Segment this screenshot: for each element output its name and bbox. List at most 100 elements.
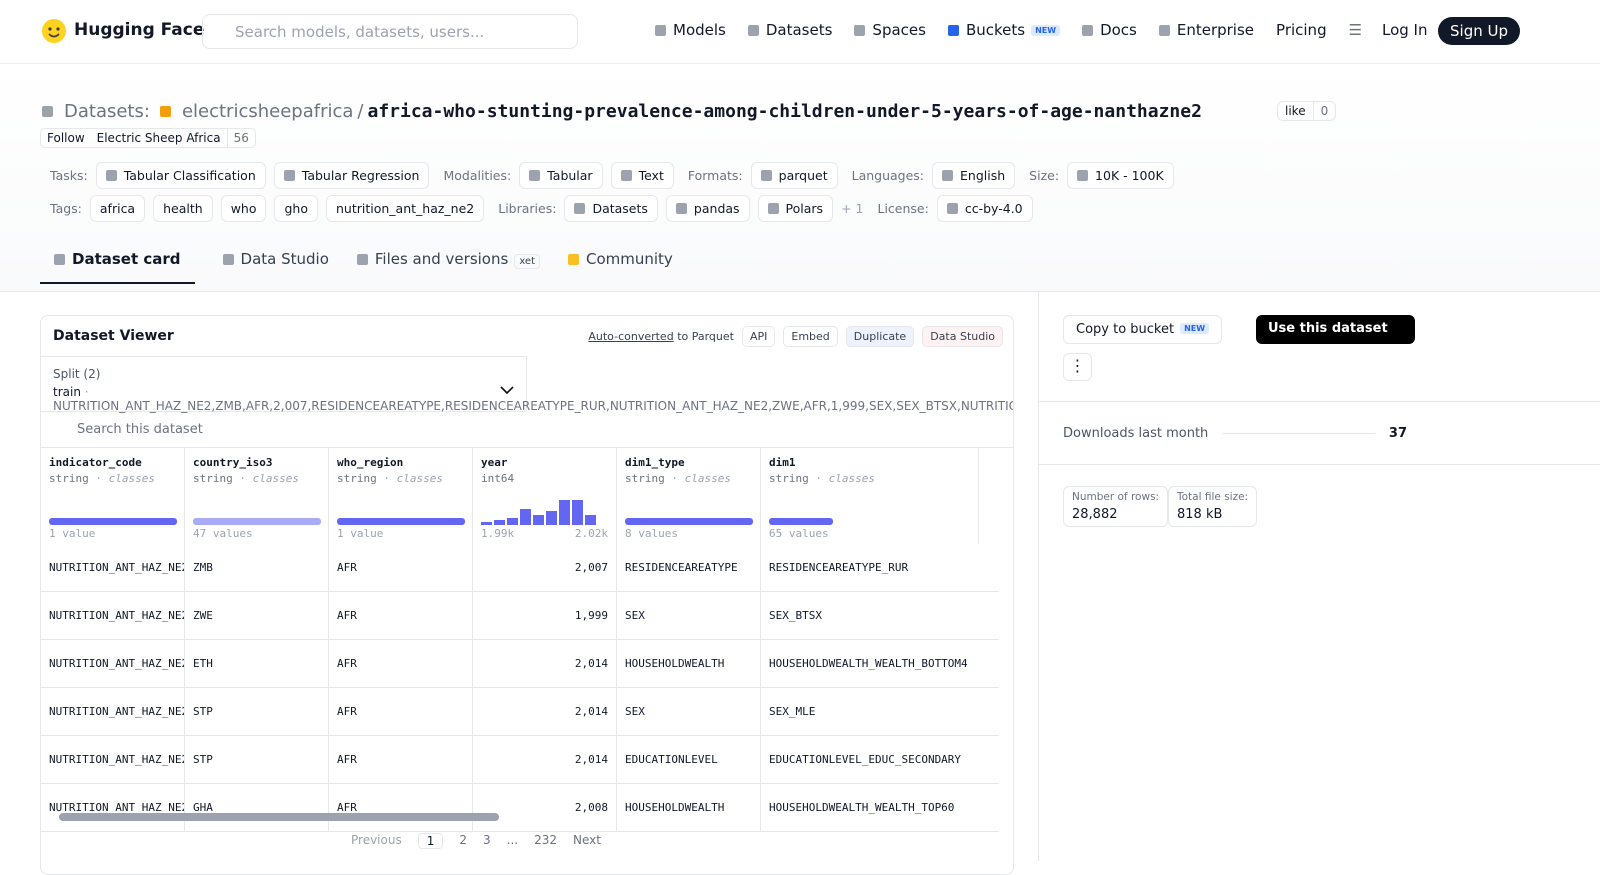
column-header[interactable]: who_region string · classes 1 value: [329, 448, 473, 544]
downloads-line: [1222, 433, 1375, 434]
nav-link[interactable]: Models: [655, 21, 726, 39]
column-header[interactable]: dim1_type string · classes 8 values: [617, 448, 761, 544]
meta-chip[interactable]: Tabular: [519, 162, 603, 189]
next[interactable]: Next: [573, 833, 601, 847]
viewer-search[interactable]: Search this dataset: [41, 412, 1013, 448]
size-stat: Total file size: 818 kB: [1168, 486, 1258, 527]
viewer-action[interactable]: Duplicate: [845, 326, 915, 347]
meta-chip[interactable]: pandas: [665, 195, 750, 222]
column-name: dim1: [769, 456, 796, 469]
meta-chip[interactable]: gho: [274, 195, 318, 222]
column-header[interactable]: indicator_code string · classes 1 value: [41, 448, 185, 544]
nav-link[interactable]: Enterprise: [1158, 21, 1254, 39]
page[interactable]: 2: [459, 833, 467, 847]
icon: [854, 25, 866, 36]
column-stats: 1.99k 2.02k: [481, 527, 608, 540]
nav-link[interactable]: Buckets NEW: [947, 21, 1061, 39]
column-stat: 8 values: [625, 527, 678, 540]
table-row[interactable]: NUTRITION_ANT_HAZ_NE2 ETH AFR 2,014 HOUSEHOL…: [41, 640, 999, 688]
owner[interactable]: electricsheepafrica: [181, 101, 354, 122]
meta-chip[interactable]: parquet: [750, 162, 838, 189]
page[interactable]: 3: [483, 833, 491, 847]
nav-link[interactable]: Docs: [1082, 21, 1137, 39]
table-row[interactable]: NUTRITION_ANT_HAZ_NE2 STP AFR 2,014 EDUCATIO…: [41, 736, 999, 784]
meta-chip[interactable]: Polars: [757, 195, 834, 222]
table-row[interactable]: NUTRITION_ANT_HAZ_NE2 ZWE AFR 1,999 SEX SEX_B…: [41, 592, 999, 640]
viewer-action[interactable]: API: [741, 326, 776, 347]
search-box[interactable]: Search models, datasets, users...: [202, 14, 578, 49]
table-row[interactable]: NUTRITION_ANT_HAZ_NE2 GHA AFR 2,008 HOUSEHOL…: [41, 784, 999, 832]
meta-chip[interactable]: Datasets: [564, 195, 658, 222]
viewer-title: Dataset Viewer: [53, 328, 174, 344]
column-header[interactable]: year int64 1.99k 2.02k: [473, 448, 617, 544]
tab[interactable]: Data Studio: [222, 242, 329, 284]
icon: [655, 25, 666, 36]
chip-label: Text: [638, 168, 664, 183]
sep: ·: [239, 472, 246, 485]
nav-link[interactable]: Spaces: [854, 21, 926, 39]
section[interactable]: Datasets:: [64, 101, 150, 122]
more-libraries[interactable]: + 1: [841, 201, 864, 216]
meta-chip[interactable]: 10K - 100K: [1067, 162, 1174, 189]
logo[interactable]: [40, 17, 68, 45]
sep: ·: [95, 472, 102, 485]
scrollbar[interactable]: [59, 813, 499, 821]
histogram-bar: [559, 500, 570, 525]
viewer-action[interactable]: Embed: [783, 326, 838, 347]
page[interactable]: 1: [417, 833, 444, 849]
page[interactable]: 232: [534, 833, 557, 847]
tab[interactable]: Files and versions xet: [356, 242, 540, 284]
icon: [54, 254, 65, 265]
divider: [1039, 464, 1600, 465]
meta-label: Languages:: [851, 168, 925, 183]
meta-chip[interactable]: Text: [610, 162, 674, 189]
table-cell: NUTRITION_ANT_HAZ_NE2: [41, 688, 185, 736]
meta-chip[interactable]: Tabular Regression: [273, 162, 430, 189]
signup[interactable]: Sign Up: [1438, 17, 1520, 45]
dataset-name[interactable]: africa-who-stunting-prevalence-among-chi…: [367, 101, 1202, 122]
previous[interactable]: Previous: [351, 833, 402, 847]
use-button[interactable]: Use this dataset: [1256, 315, 1415, 344]
class-bar: [625, 518, 753, 525]
split-select[interactable]: Split (2) train · NUTRITION_ANT_HAZ_NE2,…: [41, 356, 1013, 413]
brand[interactable]: Hugging Face: [74, 20, 205, 40]
follow-button[interactable]: Follow Electric Sheep Africa 56: [40, 128, 256, 148]
title-row: Datasets: electricsheepafrica / africa-w…: [42, 101, 1202, 122]
like-button[interactable]: like 0: [1277, 101, 1337, 121]
class-bar: [193, 518, 321, 525]
sep: ·: [815, 472, 822, 485]
page[interactable]: ...: [506, 833, 519, 847]
table-cell: STP: [185, 688, 329, 736]
column-header[interactable]: country_iso3 string · classes 47 values: [185, 448, 329, 544]
nav-link[interactable]: Datasets: [747, 21, 832, 39]
table-cell: NUTRITION_ANT_HAZ_NE2: [41, 640, 185, 688]
meta-chip[interactable]: who: [220, 195, 267, 222]
meta-chip[interactable]: English: [932, 162, 1016, 189]
table-row[interactable]: NUTRITION_ANT_HAZ_NE2 STP AFR 2,014 SEX SEX_M…: [41, 688, 999, 736]
meta-chip[interactable]: cc-by-4.0: [936, 195, 1033, 222]
column-type-row: string · classes: [193, 472, 320, 485]
chip-label: Tabular Classification: [123, 168, 256, 183]
tab[interactable]: Community: [568, 242, 673, 284]
menu-icon[interactable]: ☰: [1348, 21, 1363, 39]
column-stats: 1 value: [49, 527, 176, 540]
meta-chip[interactable]: nutrition_ant_haz_ne2: [326, 195, 485, 222]
converted-link[interactable]: Auto-converted: [588, 330, 674, 343]
nav-link[interactable]: Pricing: [1276, 21, 1327, 39]
column-header[interactable]: dim1 string · classes 65 values: [761, 448, 979, 544]
nav-link-label: Docs: [1100, 21, 1137, 39]
sep: ·: [383, 472, 390, 485]
meta-chip[interactable]: health: [153, 195, 213, 222]
viewer-action[interactable]: Data Studio: [922, 326, 1003, 347]
column-name: year: [481, 456, 508, 469]
table-row[interactable]: NUTRITION_ANT_HAZ_NE2 ZMB AFR 2,007 RESIDENC…: [41, 544, 999, 592]
histogram-bar: [520, 509, 531, 525]
meta-chip[interactable]: africa: [89, 195, 146, 222]
copy-button[interactable]: Copy to bucket NEW: [1063, 315, 1223, 344]
login[interactable]: Log In: [1382, 21, 1428, 39]
more-button[interactable]: ⋮: [1063, 353, 1092, 381]
tab[interactable]: Dataset card: [40, 242, 195, 284]
meta-chip[interactable]: Tabular Classification: [95, 162, 266, 189]
row-count: NUTRITION_ANT_HAZ_NE2,ZMB,AFR,2,007,RESI…: [53, 399, 1013, 413]
